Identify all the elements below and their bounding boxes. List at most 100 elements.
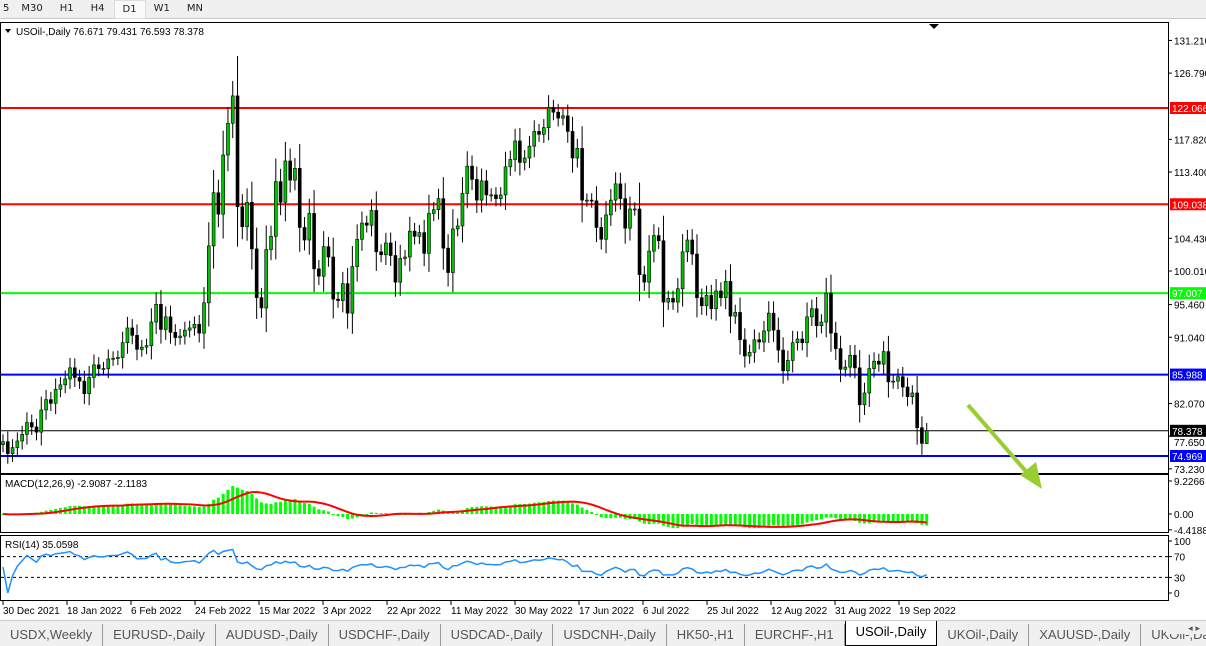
- candle-body: [589, 199, 594, 202]
- chart-tab[interactable]: EURCHF-,H1: [745, 624, 845, 646]
- chart-tab[interactable]: USDCHF-,Daily: [329, 624, 441, 646]
- timeframe-w1[interactable]: W1: [153, 3, 170, 14]
- macd-histogram-bar: [666, 514, 670, 527]
- candle-body: [297, 168, 302, 228]
- candle: [230, 81, 235, 139]
- candle-body: [671, 298, 675, 303]
- y-tick-label: 126.790: [1174, 69, 1206, 80]
- timeframe-m30[interactable]: M30: [21, 3, 43, 14]
- candle-body: [747, 352, 752, 357]
- x-tick-label: 6 Feb 2022: [131, 606, 182, 617]
- macd-histogram-bar: [920, 514, 924, 525]
- candle-body: [637, 208, 642, 276]
- candle: [417, 224, 422, 245]
- candle-body: [565, 115, 570, 132]
- candle: [527, 135, 532, 169]
- candle: [522, 150, 527, 171]
- timeframe-h1[interactable]: H1: [59, 3, 74, 14]
- candle: [766, 301, 771, 343]
- candle-body: [58, 384, 63, 390]
- macd-histogram-bar: [599, 514, 603, 518]
- candle-body: [68, 367, 72, 380]
- macd-histogram-bar: [853, 514, 857, 521]
- candle: [216, 179, 221, 228]
- candle: [537, 123, 541, 142]
- main-pane-frame: [0, 22, 1169, 474]
- chart-tab[interactable]: XAUUSD-,Daily: [1029, 624, 1142, 646]
- macd-histogram-bar: [341, 514, 345, 518]
- candle: [671, 290, 675, 310]
- macd-histogram-bar: [556, 500, 560, 514]
- candle-body: [642, 274, 647, 283]
- candle-body: [771, 312, 776, 331]
- macd-histogram-bar: [776, 514, 780, 526]
- chart-tab[interactable]: USOil-,Daily: [844, 621, 938, 646]
- chart-tab[interactable]: UKOil-,Daily: [937, 624, 1030, 646]
- candle-body: [810, 308, 814, 318]
- macd-histogram-bar: [834, 514, 838, 519]
- candle: [451, 209, 455, 293]
- macd-histogram-bar: [212, 499, 216, 514]
- candle: [498, 187, 503, 207]
- candle-body: [824, 292, 828, 323]
- macd-histogram-bar: [566, 501, 570, 514]
- candle-body: [862, 392, 867, 406]
- candle: [135, 324, 139, 361]
- macd-histogram-bar: [738, 514, 742, 527]
- macd-histogram-bar: [709, 514, 713, 527]
- chart-tab[interactable]: EURUSD-,Daily: [103, 624, 216, 646]
- x-tick-label: 22 Apr 2022: [387, 606, 441, 617]
- dropdown-triangle-icon: [5, 29, 11, 33]
- candle-body: [293, 168, 297, 181]
- candle-body: [503, 166, 508, 196]
- timeframe-d1[interactable]: D1: [113, 0, 146, 19]
- candle: [326, 236, 331, 267]
- candle-body: [920, 427, 924, 444]
- timeframe-h4[interactable]: H4: [90, 3, 105, 14]
- candle-body: [326, 246, 331, 258]
- x-tick-label: 15 Mar 2022: [259, 606, 316, 617]
- chart-tab[interactable]: USDX,Weekly: [0, 624, 104, 646]
- candle-body: [216, 192, 221, 215]
- candle-body: [240, 206, 245, 228]
- timeframe-mn[interactable]: MN: [186, 3, 203, 14]
- candle-body: [393, 255, 398, 283]
- x-tick-label: 19 Sep 2022: [899, 606, 956, 617]
- candle: [819, 314, 824, 334]
- timeframe-5[interactable]: 5: [3, 3, 10, 14]
- candle: [149, 308, 154, 360]
- y-tick-label: 100.010: [1174, 267, 1206, 278]
- candle: [685, 229, 690, 263]
- price-chart[interactable]: 131.210 126.790 117.820 113.400 104.430 100.0…: [0, 0, 1206, 620]
- chart-tab[interactable]: USDCNH-,Daily: [553, 624, 667, 646]
- macd-histogram-bar: [762, 514, 766, 528]
- chart-tab[interactable]: AUDUSD-,Daily: [216, 624, 329, 646]
- candle-body: [618, 183, 623, 199]
- candle-body: [92, 364, 96, 378]
- candle-body: [896, 376, 900, 382]
- macd-histogram-bar: [752, 514, 756, 529]
- candle-body: [427, 213, 431, 254]
- candle-body: [475, 179, 479, 201]
- macd-histogram-bar: [164, 503, 168, 514]
- candle: [288, 148, 292, 193]
- macd-histogram-bar: [819, 514, 823, 520]
- chart-tab[interactable]: USDCAD-,Daily: [441, 624, 554, 646]
- candle: [470, 155, 474, 191]
- candle: [5, 431, 10, 464]
- candle: [436, 188, 441, 220]
- macd-histogram-bar: [322, 510, 326, 514]
- candle: [163, 306, 168, 340]
- macd-histogram-bar: [317, 509, 321, 514]
- candle-body: [250, 202, 254, 250]
- macd-histogram-bar: [283, 500, 287, 514]
- chart-tab[interactable]: HK50-,H1: [667, 624, 745, 646]
- price-level-label: 109.038: [1172, 200, 1206, 211]
- macd-histogram-bar: [178, 505, 182, 514]
- candle: [431, 201, 436, 222]
- candle: [862, 382, 867, 415]
- candle-body: [431, 209, 436, 214]
- candle: [412, 222, 417, 245]
- tab-scroll-arrows[interactable]: ◂ ▸: [1166, 624, 1206, 634]
- candle: [484, 170, 489, 206]
